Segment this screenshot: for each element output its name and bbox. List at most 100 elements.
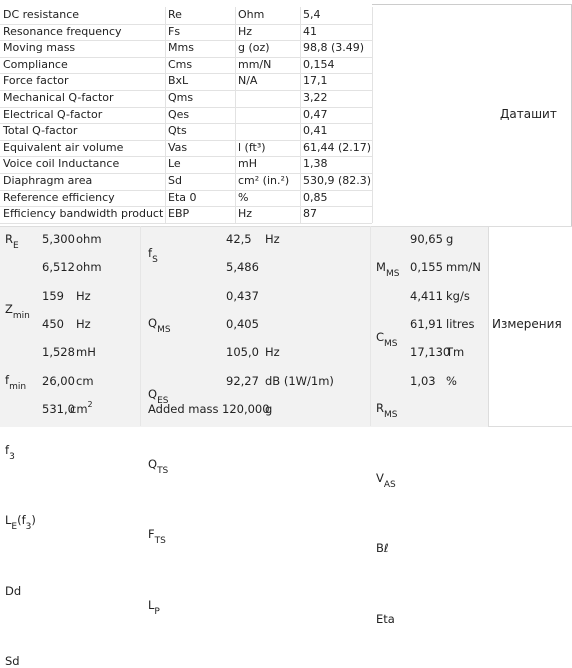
text-part: f: [148, 246, 153, 260]
text-part: Hz: [265, 345, 280, 360]
row-line: [0, 139, 372, 141]
text-part: cm: [70, 401, 88, 416]
param-name: Resonance frequency: [3, 24, 122, 38]
param-cell: Sd: [168, 174, 182, 187]
param-name: DC resistance: [3, 8, 80, 21]
param-name: Mechanical Q-factor: [3, 91, 114, 104]
unit: dB (1W/1m): [265, 374, 334, 388]
param-name: Force factor: [3, 74, 69, 88]
unit: mH: [76, 345, 96, 359]
symbol: VAS: [376, 471, 572, 490]
value: 26,00: [42, 373, 75, 388]
value: 531,0: [42, 401, 75, 416]
unit: mm/N: [446, 260, 481, 274]
param-cell: 5,4: [303, 8, 321, 21]
symbol: QMS: [148, 316, 572, 335]
param-cell: Cms: [168, 57, 193, 71]
text-part: R: [5, 232, 13, 246]
unit: ohm: [76, 260, 102, 274]
param-cell: 1,38: [303, 157, 328, 171]
text-part: Hz: [76, 288, 91, 303]
subscript: MS: [384, 409, 398, 420]
param-cell: mm/N: [238, 57, 272, 71]
value: 61,91: [410, 316, 443, 331]
text-part: Bℓ: [376, 541, 389, 556]
col-line: [370, 226, 371, 426]
subscript: MS: [157, 325, 171, 336]
text-part: Q: [148, 316, 158, 331]
value: 92,27: [226, 373, 259, 388]
symbol: FTS: [148, 527, 572, 546]
subscript: min: [9, 381, 27, 392]
row-line: [0, 206, 372, 208]
symbol: f3: [5, 443, 572, 462]
col-line: [140, 226, 141, 426]
text-part: Hz: [265, 232, 280, 246]
param-cell: %: [238, 190, 249, 204]
subscript: TS: [154, 536, 166, 547]
symbol: Eta: [376, 612, 572, 626]
row-line: [0, 189, 372, 191]
value: 450: [42, 316, 64, 331]
param-cell: Re: [168, 8, 182, 21]
value: 17,130: [410, 345, 451, 360]
value: 1,03: [410, 373, 436, 388]
symbol: LP: [148, 598, 572, 617]
text-part: Sd: [5, 653, 20, 668]
param-cell: Le: [168, 157, 181, 171]
param-cell: Qms: [168, 91, 194, 104]
param-cell: cm² (in.²): [238, 174, 290, 187]
param-name: Diaphragm area: [3, 174, 93, 187]
text-part: %: [446, 373, 457, 388]
text-part: Hz: [76, 316, 91, 331]
text-part: (f: [17, 513, 26, 528]
text-part: R: [376, 400, 384, 415]
symbol: Zmin: [5, 302, 572, 321]
value: 6,512: [42, 260, 75, 275]
param-cell: Ohm: [238, 8, 265, 21]
row-line: [0, 106, 372, 108]
unit: %: [446, 374, 457, 388]
value: 0,437: [226, 288, 259, 303]
row-line: [0, 222, 372, 224]
measurements-cell: [0, 226, 488, 427]
measurements-label: Измерения: [492, 317, 562, 331]
subscript: MS: [385, 269, 400, 279]
text-part: C: [376, 330, 385, 345]
param-cell: BxL: [168, 74, 189, 88]
param-cell: EBP: [168, 207, 190, 221]
subscript: ES: [157, 395, 169, 406]
param-cell: 0,154: [303, 57, 335, 71]
row-line: [0, 90, 372, 91]
value: 159: [42, 288, 64, 303]
param-name: Total Q-factor: [3, 124, 78, 138]
param-cell: 0,47: [303, 107, 328, 121]
param-name: Equivalent air volume: [3, 140, 124, 154]
text-part: Eta: [376, 611, 395, 626]
row-line: [0, 123, 372, 125]
subscript: TS: [157, 465, 169, 476]
value: 105,0: [226, 345, 259, 360]
param-cell: 530,9 (82.3): [303, 174, 372, 187]
page: Даташит Измерения DC resistance Re Ohm 5,4 R…: [0, 4, 572, 668]
text-part: M: [376, 260, 386, 274]
param-cell: 87: [303, 207, 317, 221]
param-cell: Fs: [168, 24, 181, 38]
symbol: QES: [148, 387, 572, 406]
row-line: [0, 73, 372, 75]
text-part: ohm: [76, 260, 102, 275]
symbol: LE(f3): [5, 513, 572, 532]
unit: ohm: [76, 232, 102, 246]
row-line: [0, 23, 372, 25]
param-name: Reference efficiency: [3, 190, 115, 204]
param-name: Electrical Q-factor: [3, 107, 103, 121]
value: 0,405: [226, 316, 259, 331]
param-name: Voice coil Inductance: [3, 157, 120, 171]
symbol: Bℓ: [376, 541, 572, 555]
symbol: fS: [148, 246, 572, 265]
unit: kg/s: [446, 289, 470, 303]
value: 120,000: [222, 401, 270, 416]
text-part: Q: [148, 456, 158, 471]
col-line: [300, 7, 301, 223]
param-cell: Qts: [168, 124, 187, 138]
